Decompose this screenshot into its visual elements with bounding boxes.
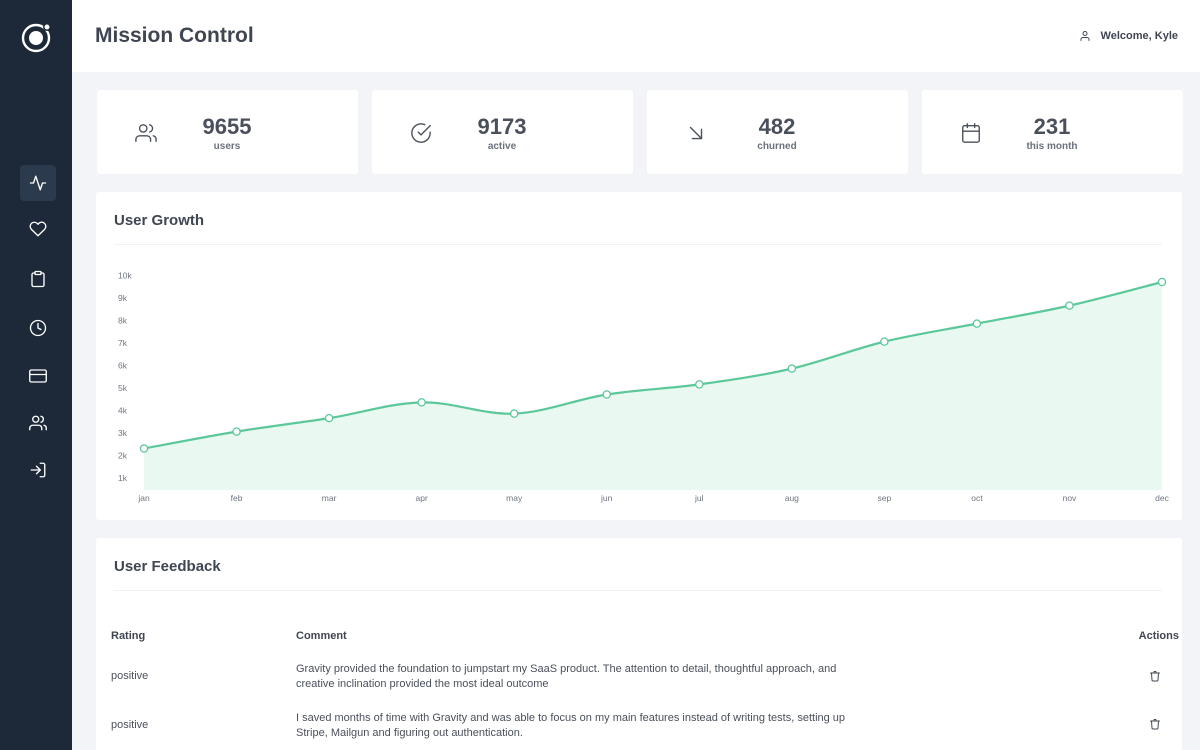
stat-card-this-month: 231 this month (922, 90, 1183, 174)
rating-cell: positive (111, 670, 149, 682)
y-tick-label: 2k (118, 450, 128, 460)
stat-value: 231 (1033, 114, 1071, 139)
credit-card-icon (29, 369, 47, 383)
stat-label: users (213, 141, 241, 152)
y-tick-label: 4k (118, 405, 128, 415)
stat-label: churned (757, 141, 797, 152)
users-icon (135, 124, 157, 142)
data-point-jun (602, 390, 611, 399)
x-tick-label: oct (971, 493, 983, 503)
stat-value: 9655 (202, 114, 252, 139)
x-tick-label: jul (694, 493, 704, 503)
y-tick-label: 10k (118, 270, 132, 280)
sidebar-item-favorites[interactable] (20, 211, 56, 247)
stat-card-users: 9655 users (97, 90, 358, 174)
calendar-icon (962, 123, 980, 143)
clipboard-icon (31, 270, 45, 288)
comment-cell: I saved months of time with Gravity and … (296, 711, 845, 741)
sidebar-item-logout[interactable] (20, 452, 56, 488)
data-point-mar (324, 413, 334, 423)
data-point-jan (139, 444, 149, 453)
stat-value: 9173 (477, 114, 527, 139)
x-tick-label: sep (878, 493, 892, 503)
page-title: Mission Control (95, 24, 254, 47)
column-header-comment[interactable]: Comment (296, 630, 347, 642)
stat-value: 482 (758, 114, 796, 139)
sidebar-item-history[interactable] (20, 310, 56, 346)
logo-icon[interactable] (18, 20, 54, 56)
panel-divider (114, 244, 1162, 245)
data-point-sep (880, 337, 889, 346)
stat-label: active (487, 141, 517, 152)
x-tick-label: feb (231, 493, 243, 503)
column-header-rating[interactable]: Rating (111, 630, 146, 642)
activity-icon (29, 175, 47, 191)
stat-card-active: 9173 active (372, 90, 633, 174)
user-icon (1080, 31, 1090, 41)
x-tick-label: dec (1155, 493, 1169, 503)
log-in-icon (30, 462, 46, 478)
check-circle-icon (411, 123, 431, 143)
sidebar (0, 0, 72, 750)
area-fill (144, 282, 1162, 490)
panel-title: User Growth (114, 212, 205, 229)
x-tick-label: may (506, 493, 523, 503)
y-tick-label: 9k (118, 293, 128, 303)
top-bar: Mission Control Welcome, Kyle (72, 0, 1200, 72)
clock-icon (29, 319, 47, 337)
comment-cell: Gravity provided the foundation to jumps… (296, 662, 836, 692)
y-tick-label: 3k (118, 428, 128, 438)
stat-label: this month (1026, 141, 1078, 152)
x-tick-label: nov (1063, 493, 1077, 503)
y-tick-label: 6k (118, 360, 128, 370)
trash-icon[interactable] (1149, 718, 1161, 730)
data-point-aug (787, 364, 797, 373)
panel-title: User Feedback (114, 558, 221, 575)
y-tick-label: 1k (118, 473, 128, 483)
series-line (143, 280, 1163, 450)
sidebar-item-billing[interactable] (20, 358, 56, 394)
users-icon (29, 415, 47, 431)
data-point-feb (232, 427, 241, 436)
x-tick-label: mar (322, 493, 337, 503)
trash-icon[interactable] (1149, 670, 1161, 682)
y-tick-label: 8k (118, 315, 128, 325)
user-menu[interactable]: Welcome, Kyle (1079, 30, 1178, 42)
x-tick-label: aug (785, 493, 799, 503)
user-growth-chart: 1k 2k 3k 4k 5k 6k 7k 8k 9k 10k jan feb mar apr may jun j… (118, 270, 1170, 503)
data-point-may (509, 409, 519, 418)
data-point-nov (1065, 301, 1074, 310)
arrow-down-right-icon (689, 126, 703, 140)
sidebar-item-users[interactable] (20, 405, 56, 441)
stat-card-churned: 482 churned (647, 90, 908, 174)
column-header-actions: Actions (1138, 630, 1179, 642)
data-point-oct (972, 319, 982, 328)
user-feedback-panel: User Feedback Rating Comment Actions pos… (96, 538, 1182, 750)
data-point-dec (1157, 277, 1167, 287)
welcome-text: Welcome, Kyle (1100, 30, 1178, 42)
y-tick-label: 5k (118, 383, 128, 393)
comment-line: creative inclination provided the most i… (296, 678, 549, 690)
y-tick-label: 7k (118, 338, 128, 348)
data-point-apr (417, 398, 426, 407)
comment-line: Gravity provided the foundation to jumps… (296, 663, 837, 675)
x-tick-label: apr (415, 493, 427, 503)
rating-cell: positive (111, 719, 149, 731)
sidebar-item-clipboard[interactable] (20, 261, 56, 297)
x-tick-label: jun (600, 493, 613, 503)
comment-line: Stripe, Mailgun and figuring out authent… (296, 727, 523, 739)
comment-line: I saved months of time with Gravity and … (296, 712, 846, 724)
user-growth-panel: User Growth 1k 2k 3k 4k 5k 6k 7k 8k 9k 10k jan feb m… (96, 192, 1182, 520)
sidebar-item-activity[interactable] (20, 165, 56, 201)
panel-divider (114, 590, 1162, 591)
data-point-jul (695, 380, 704, 389)
x-tick-label: jan (137, 493, 150, 503)
heart-icon (29, 221, 47, 237)
